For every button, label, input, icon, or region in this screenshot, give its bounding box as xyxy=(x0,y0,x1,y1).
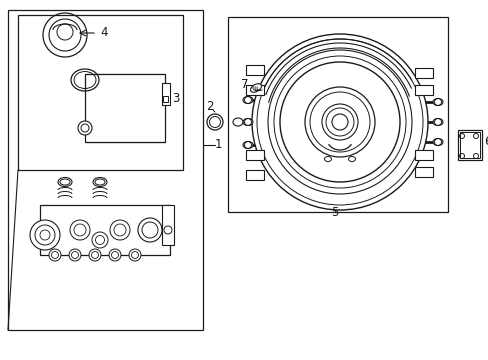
Ellipse shape xyxy=(324,157,331,162)
Circle shape xyxy=(49,249,61,261)
Bar xyxy=(414,150,432,160)
Text: 1: 1 xyxy=(215,139,222,152)
Text: 3: 3 xyxy=(172,91,179,104)
Bar xyxy=(414,85,432,95)
Circle shape xyxy=(78,121,92,135)
Circle shape xyxy=(305,87,374,157)
Circle shape xyxy=(70,220,90,240)
Circle shape xyxy=(92,232,108,248)
Bar xyxy=(414,68,432,78)
Bar xyxy=(459,132,479,158)
Bar xyxy=(40,205,170,255)
Bar xyxy=(162,205,174,245)
Text: 5: 5 xyxy=(331,207,338,220)
Circle shape xyxy=(30,220,60,250)
Bar xyxy=(162,83,170,105)
Bar xyxy=(414,167,432,177)
Circle shape xyxy=(321,104,357,140)
Ellipse shape xyxy=(432,118,442,126)
Text: 2: 2 xyxy=(206,100,213,113)
Ellipse shape xyxy=(348,157,355,162)
Ellipse shape xyxy=(243,118,252,126)
Text: 6: 6 xyxy=(483,135,488,148)
Ellipse shape xyxy=(232,118,243,126)
Circle shape xyxy=(69,249,81,261)
Ellipse shape xyxy=(243,141,252,148)
Ellipse shape xyxy=(250,84,261,92)
Ellipse shape xyxy=(432,99,442,105)
Bar xyxy=(457,130,481,160)
Circle shape xyxy=(110,220,130,240)
Ellipse shape xyxy=(243,96,252,104)
Bar xyxy=(245,85,264,95)
Circle shape xyxy=(89,249,101,261)
Bar xyxy=(18,15,183,170)
Circle shape xyxy=(109,249,121,261)
Text: 4: 4 xyxy=(100,27,107,40)
Bar xyxy=(245,170,264,180)
Circle shape xyxy=(138,218,162,242)
Circle shape xyxy=(129,249,141,261)
Bar xyxy=(227,17,447,212)
Text: 7: 7 xyxy=(241,78,248,91)
Bar xyxy=(245,150,264,160)
Bar xyxy=(85,74,164,142)
Bar xyxy=(245,65,264,75)
Ellipse shape xyxy=(432,139,442,145)
Bar xyxy=(163,96,168,102)
Circle shape xyxy=(251,34,427,210)
Bar xyxy=(8,10,203,330)
